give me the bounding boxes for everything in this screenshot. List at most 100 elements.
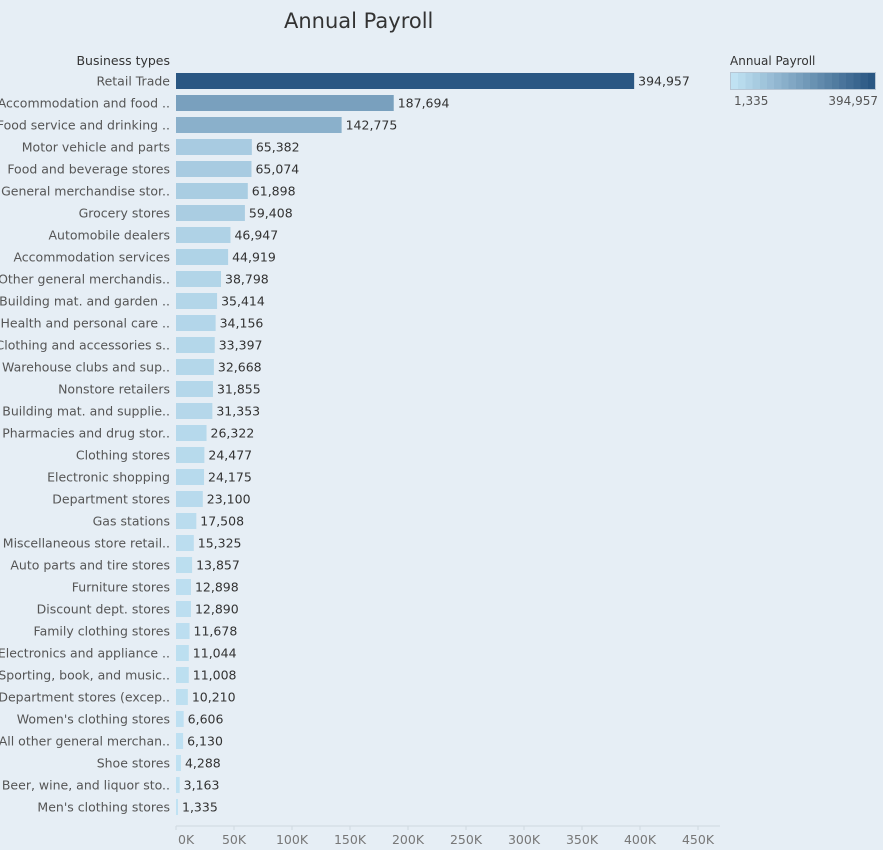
legend-labels: 1,335 394,957 [730,94,880,110]
value-label: 15,325 [198,536,242,551]
category-label: Department stores [52,492,170,507]
category-label: Clothing stores [76,448,170,463]
value-label: 24,477 [208,448,252,463]
category-label: Other general merchandis.. [0,272,170,287]
bar[interactable] [176,667,189,683]
value-label: 13,857 [196,558,240,573]
bar[interactable] [176,513,197,529]
category-label: Furniture stores [72,580,170,595]
legend-color-ramp [730,72,876,90]
category-label: Sporting, book, and music.. [0,668,170,683]
value-label: 38,798 [225,272,269,287]
x-tick-label: 200K [392,832,425,847]
bar[interactable] [176,755,181,771]
y-axis-title: Business types [76,53,170,68]
bar[interactable] [176,403,213,419]
bar[interactable] [176,579,191,595]
value-label: 11,008 [193,668,237,683]
category-label: Pharmacies and drug stor.. [2,426,170,441]
value-label: 24,175 [208,470,252,485]
category-label: Gas stations [93,514,170,529]
bar[interactable] [176,73,635,89]
value-label: 10,210 [192,690,236,705]
x-tick-label: 250K [450,832,483,847]
category-label: Clothing and accessories s.. [0,338,170,353]
bar[interactable] [176,95,394,111]
bar[interactable] [176,183,248,199]
category-label: Retail Trade [96,74,170,89]
bar[interactable] [176,601,191,617]
category-label: General merchandise stor.. [1,184,170,199]
bar[interactable] [176,117,342,133]
bar[interactable] [176,491,203,507]
category-label: Food and beverage stores [7,162,170,177]
category-label: Electronics and appliance .. [0,646,170,661]
x-tick-label: 400K [624,832,657,847]
x-tick-label: 300K [508,832,541,847]
bar[interactable] [176,711,184,727]
bar[interactable] [176,535,194,551]
category-label: Accommodation services [13,250,170,265]
category-label: Shoe stores [97,756,170,771]
x-axis: 0K 50K 100K 150K 200K 250K 300K 350K 400K 450K [175,825,720,847]
value-label: 31,855 [217,382,261,397]
value-label: 1,335 [182,800,218,815]
bar-chart: Business types Retail Trade 394,957 Accomm… [0,53,720,847]
x-tick-label: 100K [276,832,309,847]
bar[interactable] [176,139,252,155]
category-label: Auto parts and tire stores [10,558,170,573]
bar[interactable] [176,359,214,375]
value-label: 33,397 [219,338,263,353]
x-tick-label: 450K [682,832,715,847]
category-label: Electronic shopping [47,470,170,485]
category-label: Food service and drinking .. [0,118,170,133]
bar[interactable] [176,777,180,793]
bar[interactable] [176,161,252,177]
bar[interactable] [176,381,213,397]
category-label: Family clothing stores [34,624,170,639]
bar[interactable] [176,425,207,441]
category-label: Women's clothing stores [17,712,170,727]
category-label: Beer, wine, and liquor sto.. [2,778,170,793]
category-label: Health and personal care .. [1,316,170,331]
bar[interactable] [176,227,231,243]
bar[interactable] [176,733,184,749]
x-tick-label: 50K [222,832,247,847]
value-label: 59,408 [249,206,293,221]
x-tick-label: 0K [178,832,195,847]
value-label: 394,957 [638,74,690,89]
legend-max-label: 394,957 [828,94,878,108]
value-label: 65,074 [255,162,299,177]
value-label: 34,156 [220,316,264,331]
value-label: 11,678 [194,624,238,639]
value-label: 46,947 [234,228,278,243]
bar[interactable] [176,645,189,661]
bar[interactable] [176,447,205,463]
bar[interactable] [176,249,229,265]
value-label: 35,414 [221,294,265,309]
bar[interactable] [176,799,178,815]
category-label: Grocery stores [79,206,170,221]
bar[interactable] [176,293,218,309]
category-label: Miscellaneous store retail.. [3,536,170,551]
value-label: 26,322 [211,426,255,441]
value-label: 65,382 [256,140,300,155]
bar[interactable] [176,271,222,287]
bar[interactable] [176,337,215,353]
bar[interactable] [176,557,193,573]
category-label: Warehouse clubs and sup.. [2,360,170,375]
category-label: Accommodation and food .. [0,96,170,111]
value-label: 3,163 [184,778,220,793]
bar[interactable] [176,315,216,331]
category-label: Building mat. and garden .. [0,294,170,309]
bar[interactable] [176,689,188,705]
bar[interactable] [176,205,245,221]
category-label: Discount dept. stores [37,602,170,617]
category-label: Nonstore retailers [58,382,170,397]
category-label: Building mat. and supplie.. [2,404,170,419]
bar[interactable] [176,469,205,485]
value-label: 23,100 [207,492,251,507]
chart-title: Annual Payroll [284,9,434,33]
category-label: Department stores (excep.. [0,690,170,705]
bar[interactable] [176,623,190,639]
